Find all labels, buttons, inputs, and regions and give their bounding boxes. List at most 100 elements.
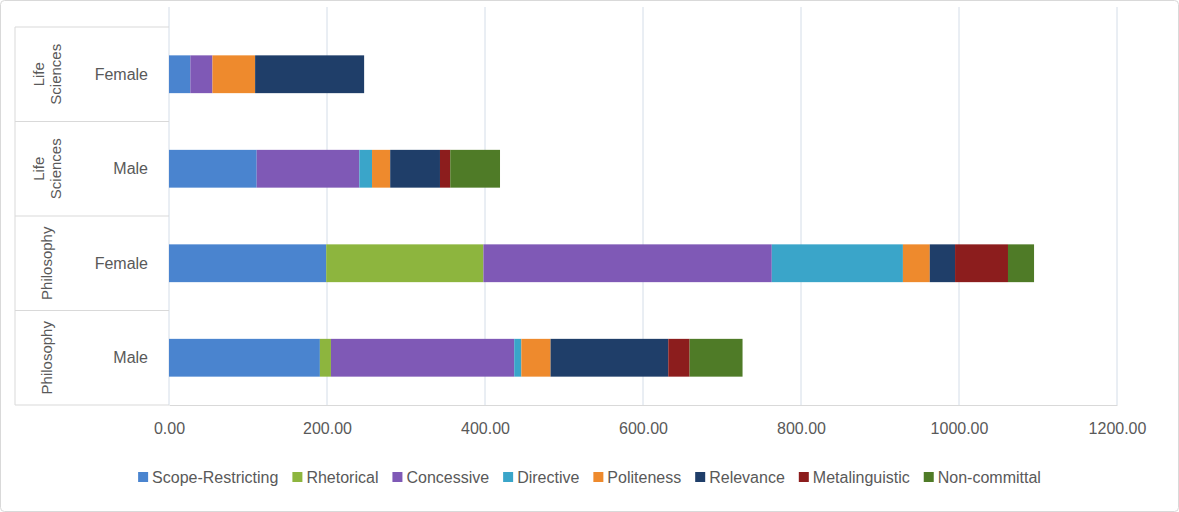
table-line (15, 310, 169, 311)
table-line (15, 27, 169, 28)
table-line (15, 121, 169, 122)
legend-swatch (138, 472, 148, 482)
bar (190, 55, 212, 93)
tick: 1000.00 (931, 405, 989, 437)
bar (169, 55, 190, 93)
legend-label: Non-committal (938, 469, 1041, 486)
bar (390, 150, 440, 188)
tick-label: 1000.00 (931, 420, 989, 437)
legend-label: Scope-Restricting (152, 469, 278, 486)
chart: 0.00 200.00 400.00 600.00 800.00 1000.00 1200.… (0, 0, 1179, 512)
tick: 400.00 (461, 405, 510, 437)
legend-item: Scope-Restricting (138, 469, 278, 486)
legend-swatch (924, 472, 934, 482)
tick-label: 200.00 (303, 420, 352, 437)
bar (440, 150, 450, 188)
legend-swatch (292, 472, 302, 482)
bar (930, 244, 955, 282)
bar (514, 339, 521, 377)
bars (169, 55, 1034, 376)
bar (212, 55, 255, 93)
legend-swatch (695, 472, 705, 482)
legend-item: Directive (503, 469, 579, 486)
bar (668, 339, 689, 377)
tick: 0.00 (154, 405, 185, 437)
series (359, 150, 903, 377)
bar (364, 55, 365, 93)
bar (169, 339, 320, 377)
tick-label: 400.00 (461, 420, 510, 437)
tick: 1200.00 (1089, 405, 1147, 437)
legend-item: Concessive (392, 469, 489, 486)
bar (903, 244, 930, 282)
series (169, 55, 326, 376)
bar (450, 150, 500, 188)
bar (257, 150, 360, 188)
series (190, 55, 771, 376)
legend-label: Directive (517, 469, 579, 486)
legend-swatch (799, 472, 809, 482)
group-label: LifeSciences (30, 44, 64, 105)
tick-label: 0.00 (154, 420, 185, 437)
grid-line (801, 7, 802, 405)
tick-label: 1200.00 (1089, 420, 1147, 437)
table-line (15, 27, 16, 405)
legend-swatch (392, 472, 402, 482)
bar (359, 150, 372, 188)
category-table (15, 27, 169, 405)
bar (483, 244, 771, 282)
grid-line (959, 7, 960, 405)
legend-item: Relevance (695, 469, 785, 486)
table-line (15, 405, 169, 406)
legend-item: Non-committal (924, 469, 1041, 486)
bar (521, 339, 550, 377)
bar (690, 339, 743, 377)
group-label: Philosophy (38, 226, 55, 300)
legend-swatch (503, 472, 513, 482)
x-axis: 0.00 200.00 400.00 600.00 800.00 1000.00 1200.… (154, 405, 1147, 437)
bar (955, 244, 1008, 282)
legend-label: Concessive (406, 469, 489, 486)
legend-swatch (593, 472, 603, 482)
series (212, 55, 929, 376)
grid (169, 7, 1117, 405)
bar (551, 339, 669, 377)
category-label: Male (113, 349, 148, 366)
category-label: Female (95, 66, 148, 83)
legend-label: Metalinguistic (813, 469, 910, 486)
legend-item: Rhetorical (292, 469, 378, 486)
bar (255, 55, 364, 93)
chart-frame (1, 1, 1179, 512)
category-label: Male (113, 160, 148, 177)
grid-line (1117, 7, 1118, 405)
legend-label: Relevance (709, 469, 785, 486)
group-label: Philosophy (38, 321, 55, 395)
category-label: Female (95, 255, 148, 272)
bar (320, 339, 331, 377)
tick: 200.00 (303, 405, 352, 437)
tick: 600.00 (619, 405, 668, 437)
bar (169, 244, 326, 282)
bar (331, 339, 514, 377)
table-line (15, 216, 169, 217)
group-label: LifeSciences (30, 138, 64, 199)
legend: Scope-Restricting Rhetorical Concessive Dir… (138, 469, 1041, 486)
bar (372, 150, 390, 188)
bar (169, 150, 257, 188)
bar (364, 55, 365, 93)
bar (1008, 244, 1034, 282)
bar (772, 244, 903, 282)
series (255, 55, 955, 376)
series (450, 150, 1034, 377)
legend-item: Metalinguistic (799, 469, 910, 486)
legend-label: Rhetorical (306, 469, 378, 486)
tick: 800.00 (777, 405, 826, 437)
series (440, 150, 1008, 377)
axis-line (170, 405, 1118, 406)
bar (326, 244, 483, 282)
legend-item: Politeness (593, 469, 681, 486)
legend-label: Politeness (607, 469, 681, 486)
tick-label: 600.00 (619, 420, 668, 437)
tick-label: 800.00 (777, 420, 826, 437)
category-labels: Female Male Female Male LifeSciences LifeScie… (30, 44, 149, 395)
